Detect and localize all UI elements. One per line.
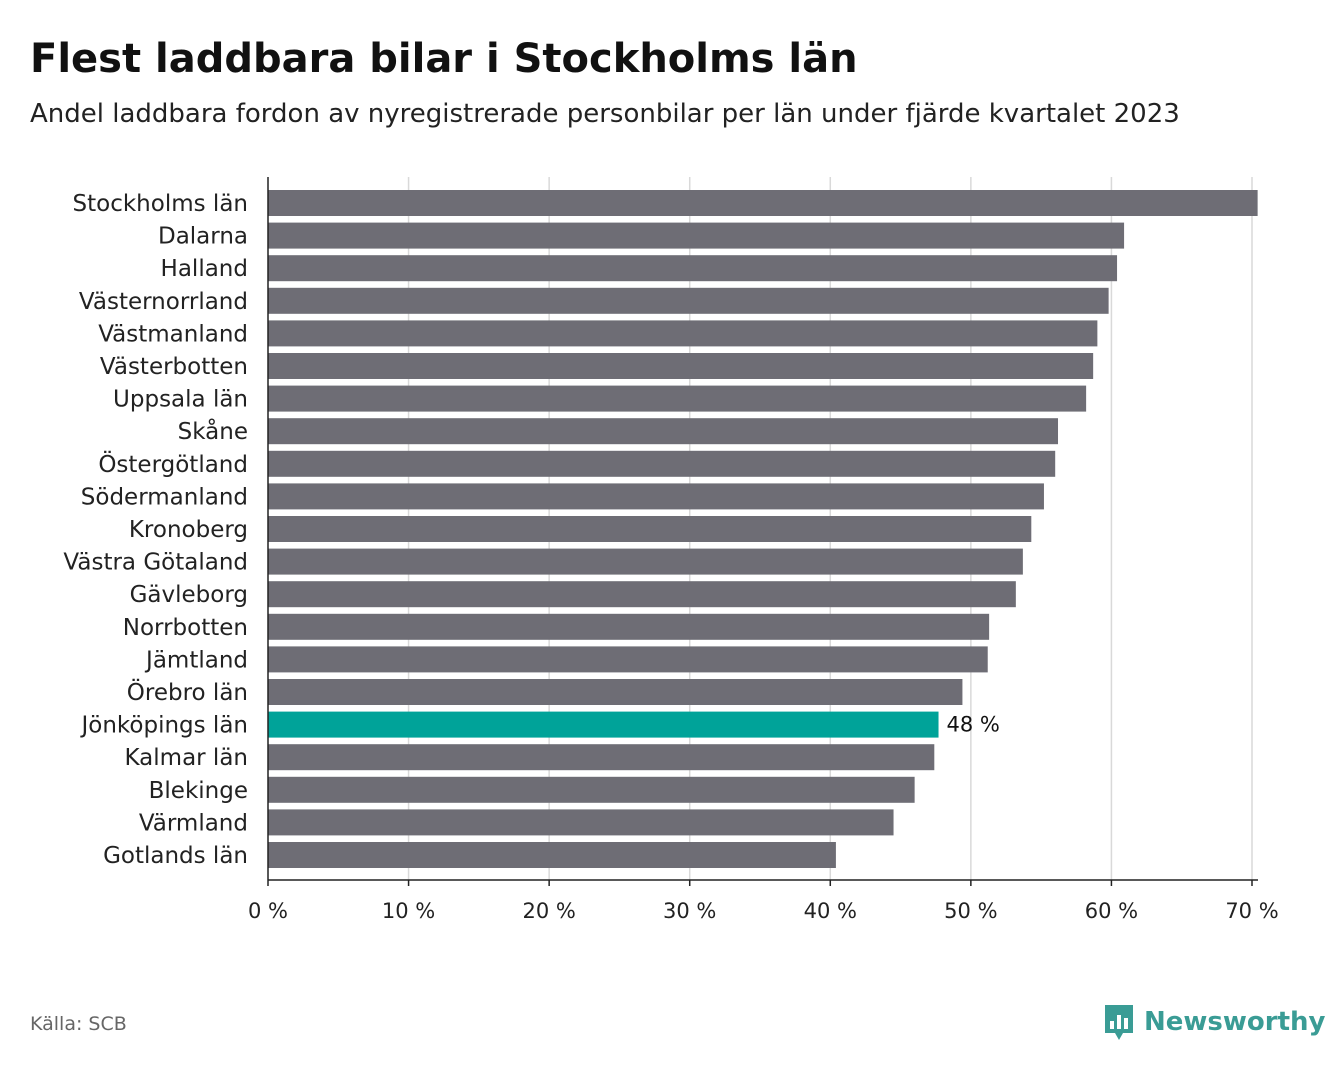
- category-label: Kronoberg: [129, 517, 248, 543]
- category-label: Västerbotten: [100, 354, 248, 380]
- newsworthy-logo-icon: [1105, 1005, 1133, 1040]
- x-tick-label: 50 %: [944, 899, 997, 923]
- bar-9[interactable]: [268, 450, 1056, 477]
- x-tick-label: 60 %: [1085, 899, 1138, 923]
- bar-18[interactable]: [268, 744, 935, 771]
- category-label: Kalmar län: [125, 745, 249, 771]
- bar-5[interactable]: [268, 320, 1098, 347]
- category-label: Västmanland: [98, 321, 248, 347]
- bar-12[interactable]: [268, 548, 1023, 575]
- brand-logo[interactable]: Newsworthy: [1102, 1002, 1325, 1042]
- bar-7[interactable]: [268, 385, 1087, 412]
- bar-1[interactable]: [268, 190, 1258, 216]
- category-label: Halland: [161, 256, 248, 282]
- category-label: Jönköpings län: [79, 713, 248, 739]
- category-label: Uppsala län: [113, 387, 248, 413]
- category-label: Skåne: [178, 417, 248, 445]
- bar-11[interactable]: [268, 516, 1032, 542]
- category-label: Norrbotten: [123, 615, 248, 641]
- category-label: Gotlands län: [103, 843, 248, 869]
- bar-21[interactable]: [268, 842, 836, 868]
- category-label: Västernorrland: [79, 289, 248, 315]
- bar-16[interactable]: [268, 679, 963, 705]
- bar-6[interactable]: [268, 353, 1094, 379]
- bar-20[interactable]: [268, 809, 894, 836]
- category-label: Västra Götaland: [63, 550, 248, 576]
- category-label: Södermanland: [81, 484, 248, 510]
- bar-13[interactable]: [268, 581, 1016, 608]
- brand-name: Newsworthy: [1144, 1007, 1326, 1037]
- category-label: Stockholms län: [73, 191, 248, 217]
- category-labels: Stockholms län Dalarna Halland Västernorrla…: [63, 191, 248, 869]
- bars: 48 %: [268, 190, 1258, 868]
- bar-chart: 48 % Stockholms län Dalarna Halland Västern…: [63, 177, 1279, 923]
- category-label: Jämtland: [144, 647, 248, 673]
- bar-19[interactable]: [268, 776, 915, 803]
- category-label: Östergötland: [98, 450, 248, 478]
- bar-10[interactable]: [268, 483, 1044, 510]
- x-tick-label: 70 %: [1225, 899, 1278, 923]
- category-label: Dalarna: [158, 224, 248, 250]
- x-tick-label: 0 %: [248, 899, 288, 923]
- bar-2[interactable]: [268, 222, 1125, 249]
- category-label: Gävleborg: [130, 582, 248, 608]
- bar-17[interactable]: [268, 711, 939, 738]
- chart-title: Flest laddbara bilar i Stockholms län: [30, 36, 858, 82]
- bar-8[interactable]: [268, 418, 1059, 445]
- chart-subtitle: Andel laddbara fordon av nyregistrerade …: [30, 99, 1180, 129]
- source-note: Källa: SCB: [30, 1013, 127, 1035]
- x-tick-label: 30 %: [663, 899, 716, 923]
- x-tick-label: 20 %: [522, 899, 575, 923]
- x-tick-label: 40 %: [804, 899, 857, 923]
- bar-3[interactable]: [268, 255, 1118, 282]
- highlight-value-label: 48 %: [947, 713, 1000, 737]
- category-label: Värmland: [139, 810, 248, 836]
- x-tick-label: 10 %: [382, 899, 435, 923]
- bar-4[interactable]: [268, 287, 1109, 314]
- category-label: Örebro län: [127, 678, 248, 706]
- bar-14[interactable]: [268, 613, 990, 640]
- x-axis: 0 % 10 % 20 % 30 % 40 % 50 % 60 % 70 %: [248, 177, 1279, 923]
- category-label: Blekinge: [149, 778, 248, 804]
- bar-15[interactable]: [268, 646, 988, 673]
